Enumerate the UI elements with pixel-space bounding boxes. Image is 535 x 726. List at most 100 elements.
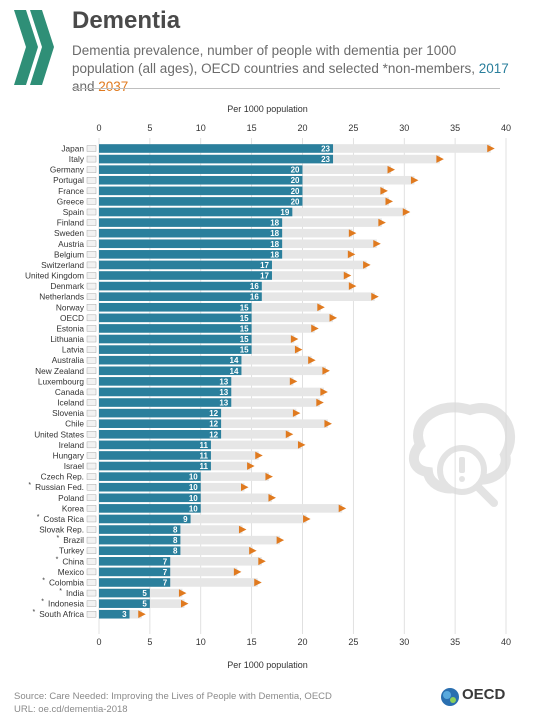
- data-label-2017: 13: [219, 377, 228, 386]
- country-label: OECD: [60, 313, 84, 323]
- marker-2037: [348, 229, 357, 237]
- country-label: Mexico: [58, 567, 85, 577]
- country-label: Turkey: [59, 546, 85, 556]
- x-tick-label-top: 25: [348, 123, 358, 133]
- country-label: Latvia: [62, 345, 85, 355]
- page-title: Dementia: [72, 7, 181, 34]
- marker-2037: [410, 176, 419, 185]
- flag-icon: [86, 589, 97, 597]
- flag-icon: [86, 431, 97, 438]
- data-label-2017: 5: [142, 589, 147, 598]
- non-member-mark: *: [59, 588, 62, 595]
- x-tick-label-top: 0: [96, 123, 101, 133]
- data-label-2017: 18: [270, 250, 279, 259]
- data-label-2017: 17: [260, 272, 269, 281]
- marker-2037: [380, 187, 388, 195]
- title-divider: [72, 88, 500, 89]
- country-label: United Kingdom: [25, 271, 84, 281]
- bar-2017: [99, 557, 171, 566]
- bar-2017: [99, 324, 252, 333]
- marker-2037: [247, 462, 255, 470]
- country-label: Israel: [64, 461, 84, 471]
- bar-2017: [99, 398, 232, 407]
- country-label: France: [58, 186, 84, 196]
- country-label: Indonesia: [48, 599, 84, 609]
- bar-2017: [99, 313, 252, 323]
- data-label-2017: 20: [291, 176, 300, 185]
- non-member-mark: *: [28, 482, 31, 489]
- data-label-2017: 10: [189, 473, 198, 482]
- x-tick-label-bottom: 40: [501, 637, 511, 647]
- marker-2037: [289, 377, 298, 386]
- marker-2037: [297, 441, 306, 449]
- track-bar: [99, 514, 307, 524]
- country-label: Korea: [62, 503, 85, 513]
- flag-icon: [86, 187, 97, 195]
- bar-2017: [99, 154, 334, 164]
- data-label-2017: 7: [163, 568, 168, 577]
- marker-2037: [265, 472, 273, 481]
- country-label: Belgium: [54, 249, 84, 259]
- non-member-mark: *: [41, 599, 44, 606]
- country-label: South Africa: [39, 609, 84, 619]
- bar-2017: [99, 292, 262, 301]
- data-label-2017: 14: [230, 367, 239, 376]
- bar-2017: [99, 334, 252, 344]
- data-label-2017: 13: [219, 399, 228, 408]
- bar-2017: [99, 429, 222, 439]
- bar-2017: [99, 387, 232, 397]
- data-label-2017: 8: [173, 526, 178, 535]
- marker-2037: [138, 610, 146, 619]
- flag-icon: [86, 335, 97, 343]
- bar-2017: [99, 186, 303, 196]
- data-label-2017: 12: [209, 420, 218, 429]
- country-label: Australia: [52, 355, 85, 365]
- marker-2037: [180, 599, 189, 608]
- country-label: Canada: [55, 387, 84, 397]
- data-label-2017: 9: [183, 515, 188, 524]
- bar-2017: [99, 525, 181, 534]
- non-member-mark: *: [37, 514, 40, 521]
- marker-2037: [241, 483, 249, 492]
- data-label-2017: 18: [270, 240, 279, 249]
- country-label: Iceland: [57, 398, 84, 408]
- data-label-2017: 16: [250, 282, 259, 291]
- marker-2037: [371, 292, 379, 301]
- bar-2017: [99, 535, 181, 545]
- bar-2017: [99, 408, 222, 418]
- country-label: Finland: [57, 218, 85, 228]
- marker-2037: [347, 250, 356, 259]
- data-label-2017: 8: [173, 536, 178, 545]
- bar-2017: [99, 419, 222, 429]
- country-label: Ireland: [59, 440, 85, 450]
- non-member-mark: *: [42, 577, 45, 584]
- flag-icon: [86, 356, 97, 364]
- chart-subtitle: Dementia prevalence, number of people wi…: [72, 42, 522, 96]
- bar-2017: [99, 451, 211, 460]
- bar-2017: [99, 345, 252, 354]
- flag-icon: [86, 600, 97, 607]
- marker-2037: [363, 261, 371, 269]
- country-label: Portugal: [53, 175, 84, 185]
- data-label-2017: 12: [209, 409, 218, 418]
- marker-2037: [402, 208, 411, 216]
- flag-icon: [86, 494, 97, 501]
- bar-2017: [99, 578, 171, 587]
- flag-icon: [86, 568, 97, 576]
- flag-icon: [86, 177, 97, 184]
- marker-2037: [254, 578, 262, 587]
- country-label: Costa Rica: [43, 514, 84, 524]
- data-label-2017: 23: [321, 155, 330, 164]
- flag-icon: [86, 145, 97, 152]
- flag-icon: [86, 367, 97, 374]
- flag-icon: [86, 378, 97, 385]
- x-tick-label-top: 40: [501, 123, 511, 133]
- flag-icon: [86, 208, 97, 216]
- flag-icon: [86, 314, 97, 322]
- flag-icon: [86, 219, 97, 226]
- country-label: Germany: [50, 165, 85, 175]
- bar-2017: [99, 197, 303, 206]
- marker-2037: [290, 335, 299, 343]
- oecd-globe-icon: [441, 688, 459, 706]
